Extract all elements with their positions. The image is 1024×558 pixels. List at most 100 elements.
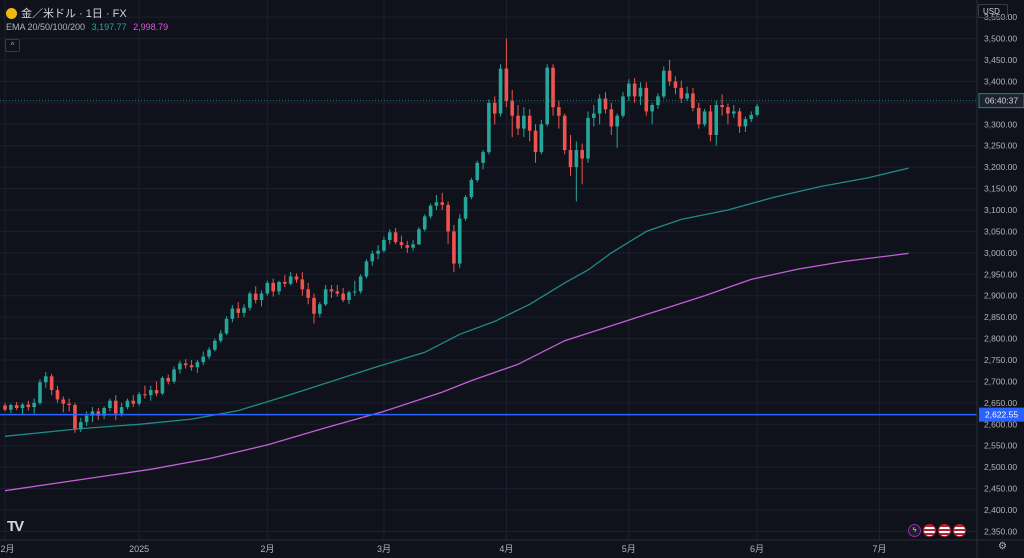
price-tick-label: 3,450.00: [984, 55, 1017, 65]
us-flag-icon[interactable]: [953, 524, 966, 537]
price-tick-label: 3,000.00: [984, 248, 1017, 258]
candle-body: [609, 109, 614, 127]
price-tick-label: 3,300.00: [984, 119, 1017, 129]
candle-body: [341, 293, 345, 300]
candle-body: [277, 282, 281, 292]
candle-body: [166, 378, 171, 382]
us-flag-icon[interactable]: [938, 524, 951, 537]
candle-body: [376, 250, 380, 254]
candle-body: [755, 106, 759, 115]
candle-body: [580, 150, 584, 159]
event-markers[interactable]: ϟ: [908, 524, 966, 537]
us-flag-icon[interactable]: [923, 524, 936, 537]
gear-icon[interactable]: ⚙: [998, 541, 1007, 552]
time-axis[interactable]: 12月 2025 2月 3月 4月 5月 6月 7月: [0, 544, 887, 554]
ema-legend[interactable]: EMA 20/50/100/200 3,197.77 2,998.79: [6, 22, 168, 32]
candle-body: [691, 93, 695, 108]
price-tick-label: 2,500.00: [984, 462, 1017, 472]
candle-body: [96, 411, 101, 416]
symbol-label: 金／米ドル · 1日 · FX: [21, 8, 127, 20]
time-tick-label: 3月: [377, 544, 391, 554]
price-tick-label: 2,650.00: [984, 398, 1017, 408]
candle-body: [148, 390, 153, 396]
price-tick-label: 2,550.00: [984, 441, 1017, 451]
candle-body: [574, 150, 579, 168]
candle-body: [452, 231, 456, 264]
candle-body: [183, 363, 188, 366]
ema-value-2: 2,998.79: [133, 22, 169, 32]
candle-body: [61, 399, 66, 404]
currency-button[interactable]: USD: [978, 4, 1008, 18]
price-tick-label: 3,200.00: [984, 162, 1017, 172]
candle-body: [638, 87, 643, 97]
candle-body: [586, 117, 590, 159]
candle-body: [720, 105, 724, 108]
candle-body: [253, 293, 258, 300]
candlestick-series: [3, 38, 759, 433]
candle-body: [597, 98, 602, 114]
candle-body: [271, 282, 275, 292]
candle-body: [32, 402, 36, 408]
price-tick-label: 2,750.00: [984, 355, 1017, 365]
time-tick-label: 6月: [750, 544, 764, 554]
candle-body: [248, 293, 252, 308]
candle-body: [300, 279, 305, 290]
time-tick-label: 2月: [260, 544, 274, 554]
candle-body: [312, 297, 316, 314]
price-tick-label: 2,400.00: [984, 505, 1017, 515]
candle-body: [749, 114, 754, 120]
candle-body: [487, 102, 491, 153]
candle-body: [3, 405, 7, 410]
candle-body: [288, 276, 293, 284]
candle-body: [178, 363, 182, 370]
candle-body: [469, 180, 474, 198]
candle-body: [743, 119, 748, 127]
candle-body: [108, 400, 112, 408]
lightning-icon[interactable]: ϟ: [908, 524, 921, 537]
tradingview-logo-icon[interactable]: TV: [7, 518, 24, 535]
candle-body: [417, 229, 421, 245]
candle-body: [358, 276, 363, 292]
time-tick-label: 4月: [499, 544, 513, 554]
time-tick-label: 5月: [622, 544, 636, 554]
candle-body: [446, 204, 450, 232]
horizontal-level-line[interactable]: [0, 100, 977, 416]
candle-body: [428, 205, 433, 217]
candle-body: [667, 70, 672, 82]
candle-body: [615, 115, 619, 127]
time-tick-label: 12月: [0, 544, 15, 554]
candle-body: [673, 81, 678, 88]
candle-body: [218, 333, 223, 341]
candle-body: [9, 405, 13, 410]
candle-body: [737, 111, 742, 127]
candle-body: [207, 349, 211, 357]
candle-body: [504, 68, 509, 101]
candle-body: [14, 405, 19, 408]
hline-price-label: 2,622.55: [985, 410, 1018, 420]
price-tick-label: 2,900.00: [984, 291, 1017, 301]
candle-body: [294, 276, 299, 280]
candle-body: [440, 202, 445, 205]
price-tick-label: 2,600.00: [984, 419, 1017, 429]
candle-body: [603, 98, 608, 110]
price-tick-label: 2,800.00: [984, 334, 1017, 344]
candle-body: [726, 107, 730, 114]
candle-body: [131, 400, 136, 404]
candle-body: [696, 108, 701, 125]
collapse-legend-button[interactable]: ^: [5, 39, 20, 52]
time-tick-label: 2025: [129, 544, 149, 554]
candle-body: [650, 105, 654, 112]
symbol-title[interactable]: 金／米ドル · 1日 · FX: [6, 5, 127, 21]
time-tick-label: 7月: [872, 544, 886, 554]
candle-body: [545, 67, 549, 125]
price-tick-label: 3,150.00: [984, 184, 1017, 194]
candle-body: [213, 340, 217, 350]
candle-body: [236, 308, 240, 313]
candle-body: [411, 244, 415, 248]
gold-coin-icon: [6, 7, 17, 19]
grid-lines: [0, 0, 977, 540]
candle-body: [714, 105, 719, 135]
candle-body: [143, 394, 147, 396]
